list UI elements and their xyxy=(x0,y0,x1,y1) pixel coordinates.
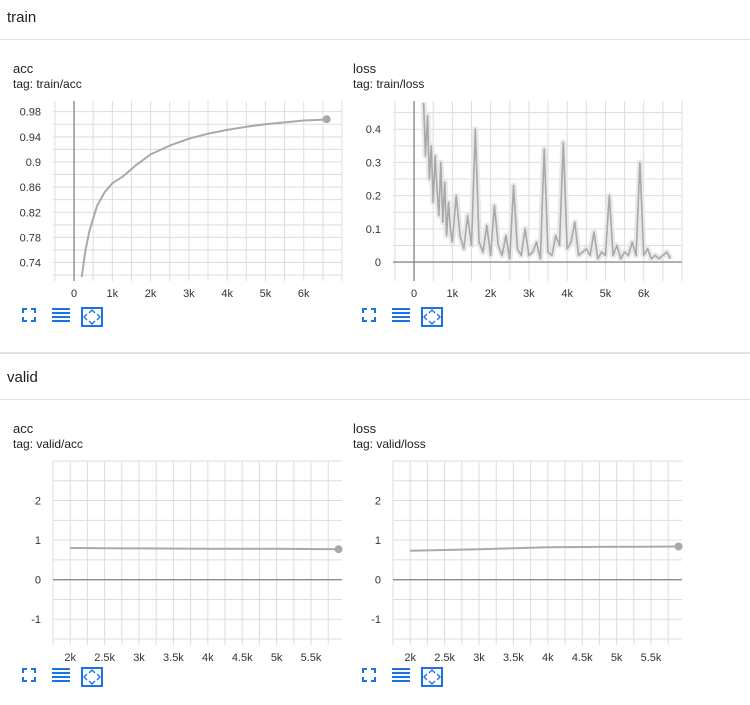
y-tick-label: 0 xyxy=(35,575,41,587)
line-chart[interactable]: 0 0.1 0.2 0.3 0.4 0 1k 2k 3k 4k 5k 6k xyxy=(353,61,693,301)
y-tick-label: -1 xyxy=(371,614,381,626)
x-tick-label: 0 xyxy=(71,288,77,300)
fit-domain-icon[interactable] xyxy=(81,307,103,327)
series-line xyxy=(410,545,679,552)
series-endpoint xyxy=(334,545,343,554)
data-table-icon[interactable] xyxy=(391,667,413,687)
fullscreen-icon[interactable] xyxy=(21,307,43,327)
x-tick-label: 5k xyxy=(611,652,623,664)
y-tick-label: 0.94 xyxy=(20,132,41,144)
y-tick-label: 0.3 xyxy=(366,157,381,169)
x-tick-label: 2k xyxy=(485,288,497,300)
y-tick-label: 0.82 xyxy=(20,207,41,219)
fullscreen-icon[interactable] xyxy=(21,667,43,687)
y-tick-label: 0.98 xyxy=(20,107,41,119)
card-title: acc xyxy=(13,421,34,436)
data-table-icon[interactable] xyxy=(51,667,73,687)
scalar-card-valid-acc: acc tag: valid/acc -1 0 1 2 2k 2.5k 3k 3.5k 4k 4.… xyxy=(13,421,353,705)
x-tick-label: 2.5k xyxy=(94,652,115,664)
x-tick-label: 6k xyxy=(298,288,310,300)
x-tick-label: 4.5k xyxy=(232,652,253,664)
y-tick-label: 0.9 xyxy=(26,157,41,169)
y-tick-label: 0.74 xyxy=(20,258,41,270)
series-line xyxy=(422,102,672,260)
y-tick-label: -1 xyxy=(31,614,41,626)
group-title: train xyxy=(7,9,37,26)
x-tick-label: 5.5k xyxy=(301,652,322,664)
scalar-card-train-loss: loss tag: train/loss 0 0.1 0.2 0.3 0.4 0 1k 2k 3… xyxy=(353,61,693,361)
card-tag: tag: train/acc xyxy=(13,77,82,91)
x-tick-label: 4.5k xyxy=(572,652,593,664)
data-table-icon[interactable] xyxy=(391,307,413,327)
y-tick-label: 0.86 xyxy=(20,182,41,194)
y-tick-label: 1 xyxy=(35,535,41,547)
y-tick-label: 2 xyxy=(375,496,381,508)
group-header-valid[interactable]: valid xyxy=(0,360,750,400)
fullscreen-icon[interactable] xyxy=(361,667,383,687)
x-tick-label: 2.5k xyxy=(434,652,455,664)
line-chart[interactable]: 0.74 0.78 0.82 0.86 0.9 0.94 0.98 0 1k 2k 3k 4k 5k 6k xyxy=(13,61,353,301)
x-tick-label: 5k xyxy=(260,288,272,300)
x-tick-label: 3.5k xyxy=(163,652,184,664)
card-title: loss xyxy=(353,421,377,436)
x-tick-label: 3k xyxy=(473,652,485,664)
scalar-card-train-acc: acc tag: train/acc 0.74 0.78 0.82 0.86 0.9 0.… xyxy=(13,61,353,361)
x-tick-label: 3k xyxy=(523,288,535,300)
x-tick-label: 4k xyxy=(542,652,554,664)
series-endpoint xyxy=(674,542,683,551)
series-line xyxy=(80,118,327,278)
x-tick-label: 5k xyxy=(600,288,612,300)
series-endpoint xyxy=(322,115,331,124)
group-divider xyxy=(0,352,750,354)
card-tag: tag: valid/acc xyxy=(13,437,84,451)
x-tick-label: 6k xyxy=(638,288,650,300)
group-header-train[interactable]: train xyxy=(0,0,750,40)
card-tag: tag: valid/loss xyxy=(353,437,426,451)
x-tick-label: 5.5k xyxy=(641,652,662,664)
x-tick-label: 2k xyxy=(145,288,157,300)
x-tick-label: 2k xyxy=(404,652,416,664)
card-title: acc xyxy=(13,61,34,76)
y-tick-label: 0.1 xyxy=(366,224,381,236)
x-tick-label: 3.5k xyxy=(503,652,524,664)
line-chart[interactable]: -1 0 1 2 2k 2.5k 3k 3.5k 4k 4.5k 5k 5.5k xyxy=(13,421,353,664)
x-tick-label: 0 xyxy=(411,288,417,300)
x-tick-label: 1k xyxy=(107,288,119,300)
card-tag: tag: train/loss xyxy=(353,77,425,91)
y-tick-label: 0.2 xyxy=(366,191,381,203)
y-tick-label: 0.78 xyxy=(20,232,41,244)
x-tick-label: 5k xyxy=(271,652,283,664)
y-tick-label: 0.4 xyxy=(366,124,381,136)
y-tick-label: 1 xyxy=(375,535,381,547)
group-title: valid xyxy=(7,369,38,386)
card-title: loss xyxy=(353,61,377,76)
line-chart[interactable]: -1 0 1 2 2k 2.5k 3k 3.5k 4k 4.5k 5k 5.5k xyxy=(353,421,693,664)
series-line xyxy=(70,547,339,551)
y-tick-label: 0 xyxy=(375,575,381,587)
x-tick-label: 3k xyxy=(133,652,145,664)
x-tick-label: 4k xyxy=(221,288,233,300)
scalar-card-valid-loss: loss tag: valid/loss -1 0 1 2 2k 2.5k 3k 3.5k 4k… xyxy=(353,421,693,705)
x-tick-label: 3k xyxy=(183,288,195,300)
fit-domain-icon[interactable] xyxy=(81,667,103,687)
fullscreen-icon[interactable] xyxy=(361,307,383,327)
x-tick-label: 4k xyxy=(561,288,573,300)
fit-domain-icon[interactable] xyxy=(421,307,443,327)
y-tick-label: 0 xyxy=(375,257,381,269)
x-tick-label: 1k xyxy=(447,288,459,300)
y-tick-label: 2 xyxy=(35,496,41,508)
x-tick-label: 2k xyxy=(64,652,76,664)
data-table-icon[interactable] xyxy=(51,307,73,327)
fit-domain-icon[interactable] xyxy=(421,667,443,687)
x-tick-label: 4k xyxy=(202,652,214,664)
